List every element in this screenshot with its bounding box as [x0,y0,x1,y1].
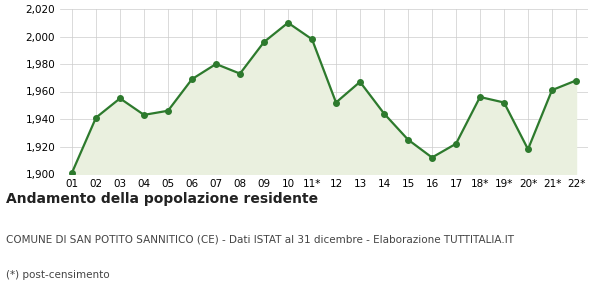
Text: Andamento della popolazione residente: Andamento della popolazione residente [6,192,318,206]
Text: COMUNE DI SAN POTITO SANNITICO (CE) - Dati ISTAT al 31 dicembre - Elaborazione T: COMUNE DI SAN POTITO SANNITICO (CE) - Da… [6,234,514,244]
Text: (*) post-censimento: (*) post-censimento [6,270,110,280]
